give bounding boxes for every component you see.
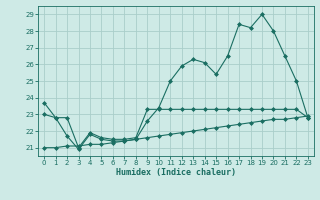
X-axis label: Humidex (Indice chaleur): Humidex (Indice chaleur) (116, 168, 236, 177)
